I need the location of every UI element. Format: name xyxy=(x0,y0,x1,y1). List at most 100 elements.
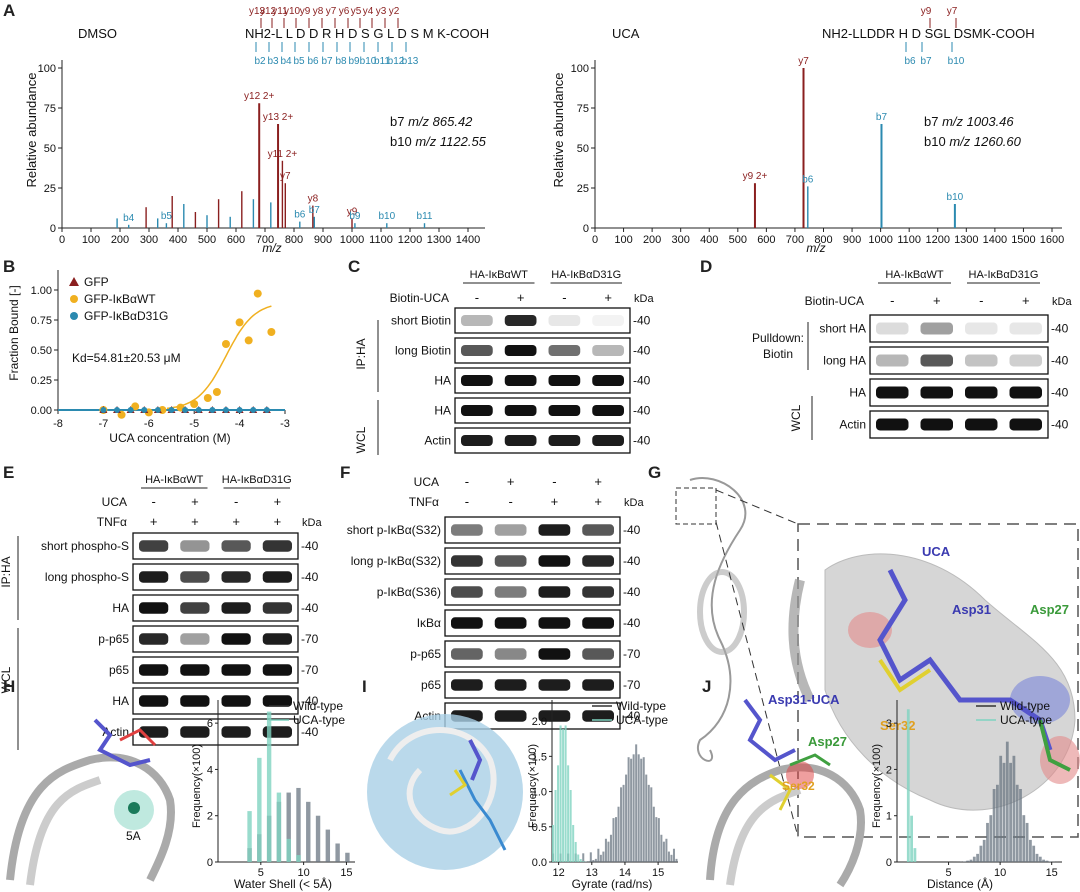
uca-annot-b7: b7 m/z 1003.46 xyxy=(924,114,1014,129)
blot-row-label: HA xyxy=(849,386,866,400)
blot-band xyxy=(451,679,483,691)
hist-bar-wild xyxy=(986,822,989,862)
blot-kda: kDa xyxy=(624,497,644,509)
hist-ytick-label: 6 xyxy=(207,718,213,730)
blot-mw-marker: -40 xyxy=(1051,418,1069,432)
panel-label-i: I xyxy=(362,677,367,696)
hist-ytick-label: 0 xyxy=(207,857,213,869)
b-ion-label: b2 xyxy=(254,56,266,67)
blot-row-label: HA xyxy=(434,404,451,418)
spectrum-dmso-sequence: NH2-L L D D R H D S G L D S M K-COOH xyxy=(245,26,489,41)
blot-strip xyxy=(869,346,1049,375)
blot-sign: + xyxy=(274,494,282,509)
blot-band xyxy=(965,354,998,367)
blot-treatment-label: UCA xyxy=(102,495,127,509)
hist-bar-wild xyxy=(597,848,600,862)
hist-bar-wild xyxy=(989,815,993,862)
blot-band xyxy=(582,710,614,722)
spectrum-dmso: DMSO Relative abundance 0 25 50 75 100 0 100 2… xyxy=(24,6,489,255)
hist-bar-wild xyxy=(665,838,668,862)
blot-mw-marker: -70 xyxy=(301,663,319,677)
hist-bar-wild xyxy=(652,806,655,862)
y-ion-label: y2 xyxy=(389,6,400,17)
dmso-annot-b10: b10 m/z 1122.55 xyxy=(390,134,487,149)
b-ytick-label: 0.50 xyxy=(31,345,52,357)
uca-xtick-label: 900 xyxy=(843,234,861,246)
b-xtick-label: -4 xyxy=(235,418,245,430)
hist-bar-wild xyxy=(642,757,645,862)
blot-band xyxy=(461,345,493,356)
hist-j-ylabel: Frequency(×100) xyxy=(871,744,883,828)
blot-band xyxy=(876,418,909,431)
blot-band xyxy=(920,386,953,399)
b-point-d31g xyxy=(263,407,270,413)
blot-band xyxy=(504,345,537,356)
blot-row-label: p-p65 xyxy=(410,647,441,661)
hist-ytick-label: 1.5 xyxy=(532,751,547,763)
hist-ytick-label: 3 xyxy=(886,718,892,730)
b-point-d31g xyxy=(250,407,257,413)
blot-side-label: WCL xyxy=(789,404,803,431)
struct-label-asp27: Asp27 xyxy=(1030,602,1069,617)
blot-band xyxy=(180,664,210,676)
blot-band xyxy=(180,633,210,645)
blot-band xyxy=(461,405,493,416)
hist-bar-uca xyxy=(276,792,282,862)
hist-i-ylabel: Frequency(×100) xyxy=(527,744,539,828)
b-ion-label: b8 xyxy=(335,56,347,67)
uca-xtick-label: 300 xyxy=(672,234,690,246)
b-ion-label: b13 xyxy=(402,56,419,67)
blot-sign: + xyxy=(933,293,941,308)
b-ion-label: b10 xyxy=(948,56,965,67)
uca-ytick-label: 25 xyxy=(577,183,589,195)
hist-bar-wild xyxy=(607,841,610,862)
uca-xtick-label: 1300 xyxy=(954,234,978,246)
b-xtick-label: -6 xyxy=(144,418,154,430)
blot-band xyxy=(139,571,169,583)
y-ion-label: y3 xyxy=(376,6,387,17)
blot-group-label: HA-IκBαD31G xyxy=(969,269,1039,281)
blot-band xyxy=(504,405,537,416)
blot-band xyxy=(582,555,614,567)
hist-bar-uca xyxy=(286,838,291,862)
blot-sign: - xyxy=(465,494,469,509)
b-point-wt xyxy=(235,318,244,327)
blot-row-label: long HA xyxy=(823,354,866,368)
b-ytick-label: 1.00 xyxy=(31,285,52,297)
b-ytick-label: 0.25 xyxy=(31,375,52,387)
hist-bar-wild xyxy=(670,854,673,862)
hist-bar-wild xyxy=(609,834,612,862)
hist-bar-wild xyxy=(640,758,643,862)
blot-side-label: WCL xyxy=(0,666,13,693)
blot-band xyxy=(180,695,210,707)
blot-sign: - xyxy=(465,474,469,489)
blot-band xyxy=(538,710,571,722)
dmso-ytick-label: 0 xyxy=(50,223,56,235)
blot-band xyxy=(494,710,527,722)
uca-xtick-label: 200 xyxy=(643,234,661,246)
peak-label: b6 xyxy=(802,174,814,185)
hist-legend-entry: Wild-type xyxy=(293,699,343,713)
hist-bar-wild xyxy=(617,806,620,862)
blot-sign: - xyxy=(562,290,566,305)
blot-band xyxy=(262,695,292,707)
uca-xtick-label: 1600 xyxy=(1040,234,1064,246)
blot-band xyxy=(262,664,292,676)
hist-bar-wild xyxy=(662,841,665,862)
hist-xtick-label: 14 xyxy=(619,867,631,879)
peak-label: y11 2+ xyxy=(268,149,298,160)
blot-strip xyxy=(869,314,1049,343)
b-legend-entry: GFP-IκBαWT xyxy=(84,292,156,306)
binding-ylabel: Fraction Bound [-] xyxy=(7,285,21,380)
dmso-ytick-label: 75 xyxy=(44,103,56,115)
hist-ytick-label: 0.5 xyxy=(532,822,547,834)
hist-xtick-label: 10 xyxy=(994,867,1006,879)
dmso-annot-b7: b7 m/z 865.42 xyxy=(390,114,473,129)
hist-bar-uca xyxy=(266,711,272,862)
blot-mw-marker: -40 xyxy=(623,523,641,537)
hist-bar-wild xyxy=(992,789,996,862)
hist-bar-wild xyxy=(982,839,986,862)
blot-band xyxy=(592,345,624,356)
blot-sign: + xyxy=(232,514,240,529)
peak-label: b7 xyxy=(876,112,888,123)
